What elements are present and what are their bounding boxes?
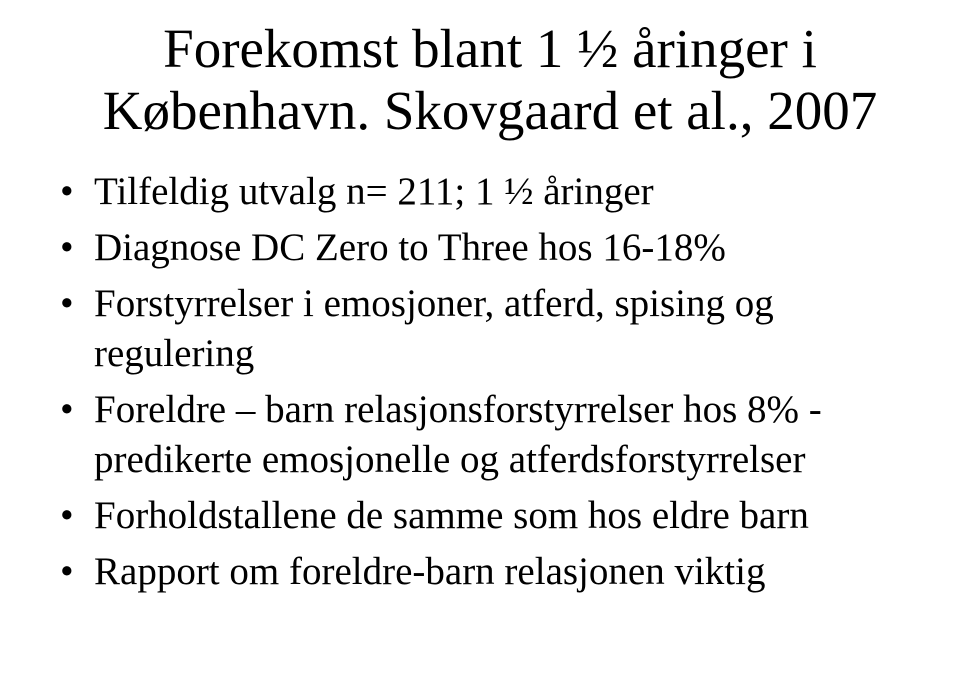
list-item: Forstyrrelser i emosjoner, atferd, spisi… <box>60 279 920 379</box>
list-item: Rapport om foreldre-barn relasjonen vikt… <box>60 547 920 597</box>
slide: Forekomst blant 1 ½ åringer i København.… <box>0 0 960 674</box>
bullet-text: Rapport om foreldre-barn relasjonen vikt… <box>94 550 765 593</box>
bullet-list: Tilfeldig utvalg n= 211; 1 ½ åringer Dia… <box>60 167 920 596</box>
title-line-2: København. Skovgaard et al., 2007 <box>103 80 877 141</box>
bullet-text: Diagnose DC Zero to Three hos 16-18% <box>94 226 726 269</box>
bullet-text: Tilfeldig utvalg n= 211; 1 ½ åringer <box>94 170 654 213</box>
list-item: Tilfeldig utvalg n= 211; 1 ½ åringer <box>60 167 920 217</box>
list-item: Foreldre – barn relasjonsforstyrrelser h… <box>60 385 920 485</box>
title-line-1: Forekomst blant 1 ½ åringer i <box>163 18 817 79</box>
bullet-text: Forstyrrelser i emosjoner, atferd, spisi… <box>94 282 774 375</box>
bullet-text: Forholdstallene de samme som hos eldre b… <box>94 494 809 537</box>
bullet-text: Foreldre – barn relasjonsforstyrrelser h… <box>94 388 822 481</box>
list-item: Forholdstallene de samme som hos eldre b… <box>60 491 920 541</box>
slide-title: Forekomst blant 1 ½ åringer i København.… <box>60 18 920 141</box>
list-item: Diagnose DC Zero to Three hos 16-18% <box>60 223 920 273</box>
